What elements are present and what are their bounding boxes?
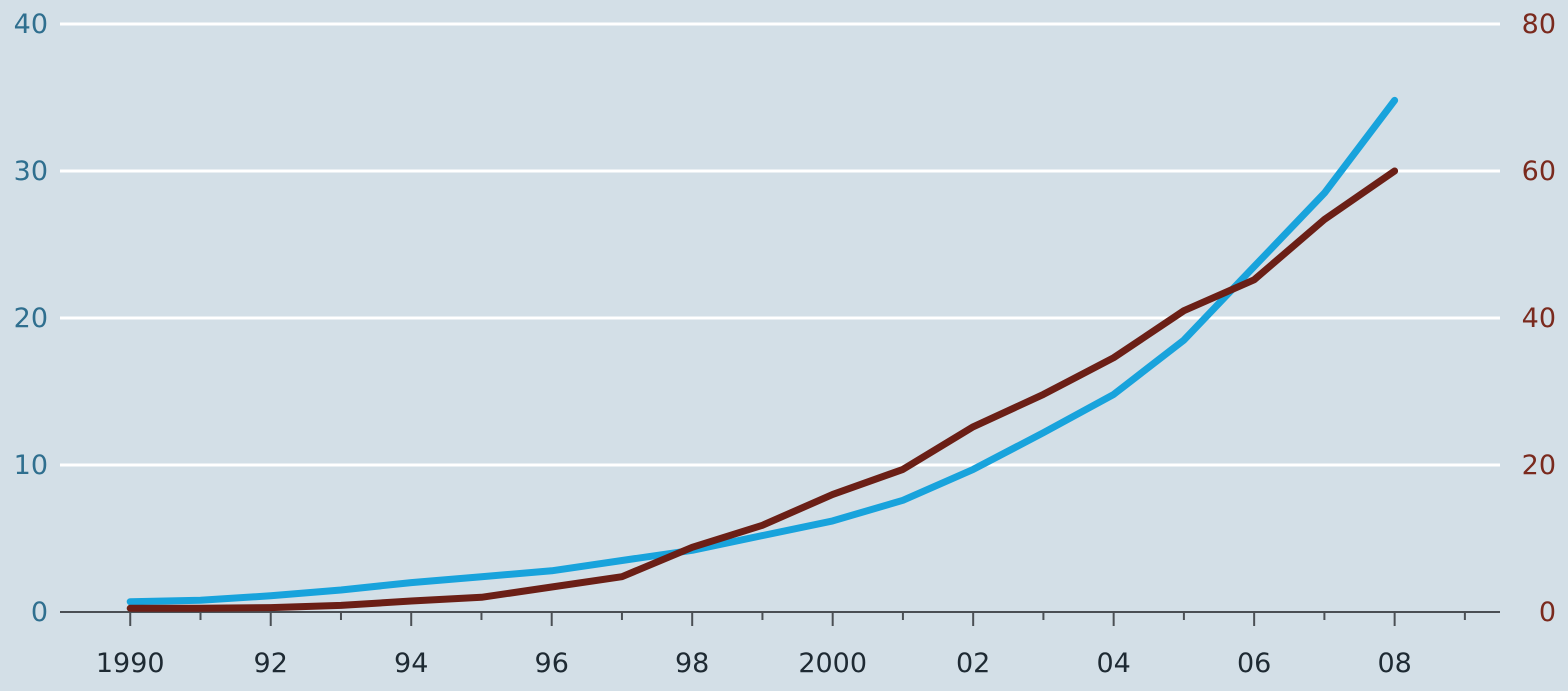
y-left-tick-label: 40 (14, 9, 48, 40)
y-right-tick-label: 40 (1522, 303, 1556, 334)
series-line-2 (126, 167, 1399, 612)
y-right-tick-label: 20 (1522, 450, 1556, 481)
x-tick-label: 1990 (96, 648, 165, 679)
x-tick-label: 92 (254, 648, 288, 679)
y-left-tick-label: 10 (14, 450, 48, 481)
x-tick-label: 06 (1237, 648, 1271, 679)
series-line-1 (126, 96, 1399, 606)
x-tick-label: 02 (956, 648, 990, 679)
x-tick-label: 08 (1377, 648, 1411, 679)
x-tick-label: 96 (535, 648, 569, 679)
y-right-tick-label: 0 (1539, 597, 1556, 628)
y-right-tick-label: 60 (1522, 156, 1556, 187)
y-left-tick-label: 20 (14, 303, 48, 334)
y-left-tick-label: 0 (31, 597, 48, 628)
x-tick-label: 94 (394, 648, 428, 679)
x-tick-label: 98 (675, 648, 709, 679)
x-tick-label: 04 (1096, 648, 1130, 679)
y-left-tick-label: 30 (14, 156, 48, 187)
x-tick-label: 2000 (798, 648, 867, 679)
y-right-tick-label: 80 (1522, 9, 1556, 40)
